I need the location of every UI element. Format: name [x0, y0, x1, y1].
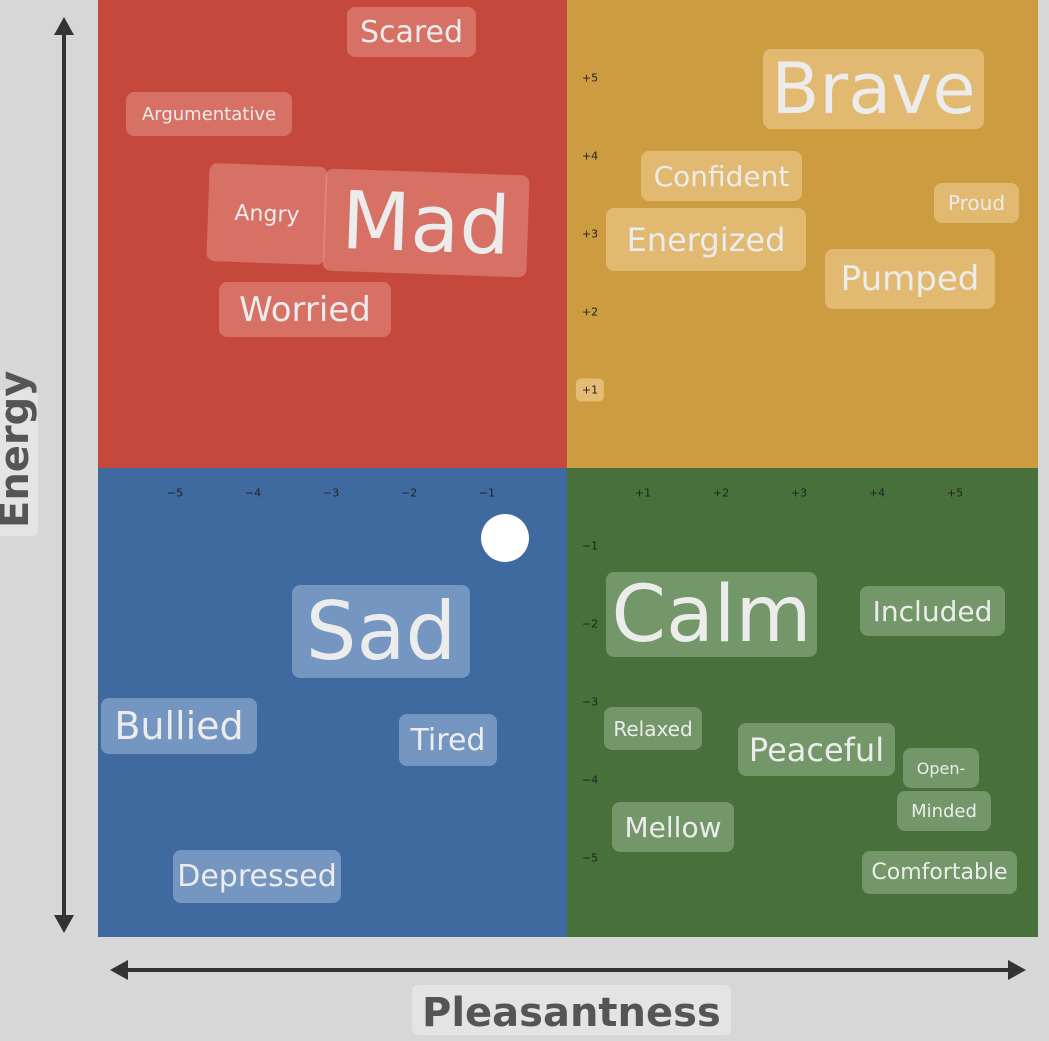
x-tick-label: −2: [400, 486, 418, 500]
x-tick-label: +3: [790, 486, 808, 500]
emotion-word-calm[interactable]: Calm: [606, 570, 817, 660]
emotion-word-mellow[interactable]: Mellow: [612, 802, 734, 852]
emotion-word-proud[interactable]: Proud: [934, 183, 1019, 223]
emotion-word-peaceful[interactable]: Peaceful: [738, 723, 895, 776]
x-tick-label: +1: [634, 486, 652, 500]
y-tick-label: −1: [581, 539, 599, 553]
emotion-word-included[interactable]: Included: [860, 586, 1005, 636]
y-tick-label: −4: [581, 773, 599, 787]
x-tick-label: −5: [166, 486, 184, 500]
emotion-word-worried[interactable]: Worried: [219, 282, 391, 337]
x-tick-label: +2: [712, 486, 730, 500]
x-tick-label: +5: [946, 486, 964, 500]
mood-selector-dot[interactable]: [480, 514, 529, 563]
energy-axis-label: Energy: [0, 371, 38, 536]
y-tick-label: +2: [581, 305, 599, 319]
emotion-word-confident[interactable]: Confident: [641, 151, 802, 201]
emotion-word-argumentative[interactable]: Argumentative: [126, 92, 292, 136]
emotion-word-sad[interactable]: Sad: [292, 585, 470, 678]
x-tick-label: −1: [478, 486, 496, 500]
energy-axis-arrow: [54, 17, 74, 933]
x-tick-label: −3: [322, 486, 340, 500]
emotion-word-angry[interactable]: Angry: [206, 162, 328, 266]
emotion-word-tired[interactable]: Tired: [399, 714, 497, 766]
emotion-word-relaxed[interactable]: Relaxed: [604, 707, 702, 750]
emotion-word-pumped[interactable]: Pumped: [825, 249, 995, 309]
pleasantness-axis-arrow: [110, 960, 1026, 980]
emotion-word-mad[interactable]: Mad: [322, 168, 530, 278]
quadrant-mad[interactable]: [98, 0, 567, 468]
emotion-word-bullied[interactable]: Bullied: [101, 698, 257, 754]
emotion-word-depressed[interactable]: Depressed: [173, 850, 341, 903]
emotion-word-energized[interactable]: Energized: [606, 208, 806, 271]
x-tick-label: +4: [868, 486, 886, 500]
y-tick-label: +5: [581, 71, 599, 85]
y-tick-label: +4: [581, 149, 599, 163]
y-tick-label: +3: [581, 227, 599, 241]
emotion-word-open[interactable]: Open-: [903, 748, 979, 788]
y-tick-label: −5: [581, 851, 599, 865]
emotion-word-minded[interactable]: Minded: [897, 791, 991, 831]
pleasantness-axis-label: Pleasantness: [412, 985, 731, 1036]
emotion-word-comfortable[interactable]: Comfortable: [862, 851, 1017, 894]
x-tick-label: −4: [244, 486, 262, 500]
y-tick-label: +1: [575, 378, 605, 402]
emotion-word-scared[interactable]: Scared: [347, 7, 476, 57]
emotion-word-brave[interactable]: Brave: [763, 48, 984, 130]
y-tick-label: −2: [581, 617, 599, 631]
y-tick-label: −3: [581, 695, 599, 709]
